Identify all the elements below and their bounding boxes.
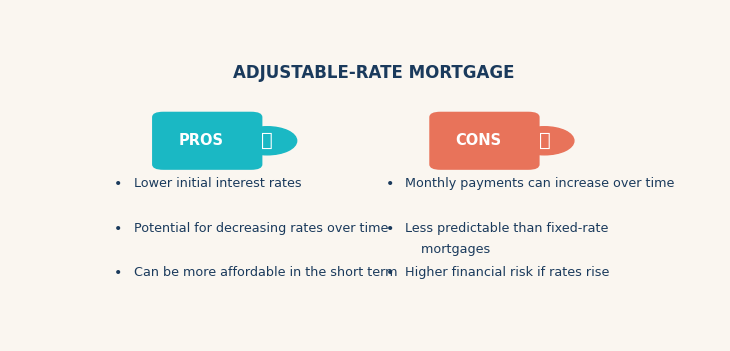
Text: •: • [114, 222, 122, 236]
Text: Higher financial risk if rates rise: Higher financial risk if rates rise [405, 266, 610, 279]
Text: Can be more affordable in the short term: Can be more affordable in the short term [134, 266, 397, 279]
Text: •: • [114, 177, 122, 191]
Text: •: • [114, 266, 122, 280]
Text: Monthly payments can increase over time: Monthly payments can increase over time [405, 177, 675, 190]
FancyBboxPatch shape [429, 112, 539, 170]
Text: •: • [385, 177, 393, 191]
Text: PROS: PROS [179, 133, 224, 148]
Text: Lower initial interest rates: Lower initial interest rates [134, 177, 301, 190]
Circle shape [515, 127, 574, 155]
Text: Less predictable than fixed-rate: Less predictable than fixed-rate [405, 222, 609, 235]
Text: •: • [385, 222, 393, 236]
FancyBboxPatch shape [152, 112, 262, 170]
Text: •: • [385, 266, 393, 280]
Text: CONS: CONS [456, 133, 502, 148]
Circle shape [238, 127, 296, 155]
Text: 👍: 👍 [261, 131, 273, 150]
Text: 👎: 👎 [539, 131, 550, 150]
Text: mortgages: mortgages [405, 243, 491, 256]
Text: Potential for decreasing rates over time: Potential for decreasing rates over time [134, 222, 388, 235]
Text: ADJUSTABLE-RATE MORTGAGE: ADJUSTABLE-RATE MORTGAGE [234, 64, 515, 82]
